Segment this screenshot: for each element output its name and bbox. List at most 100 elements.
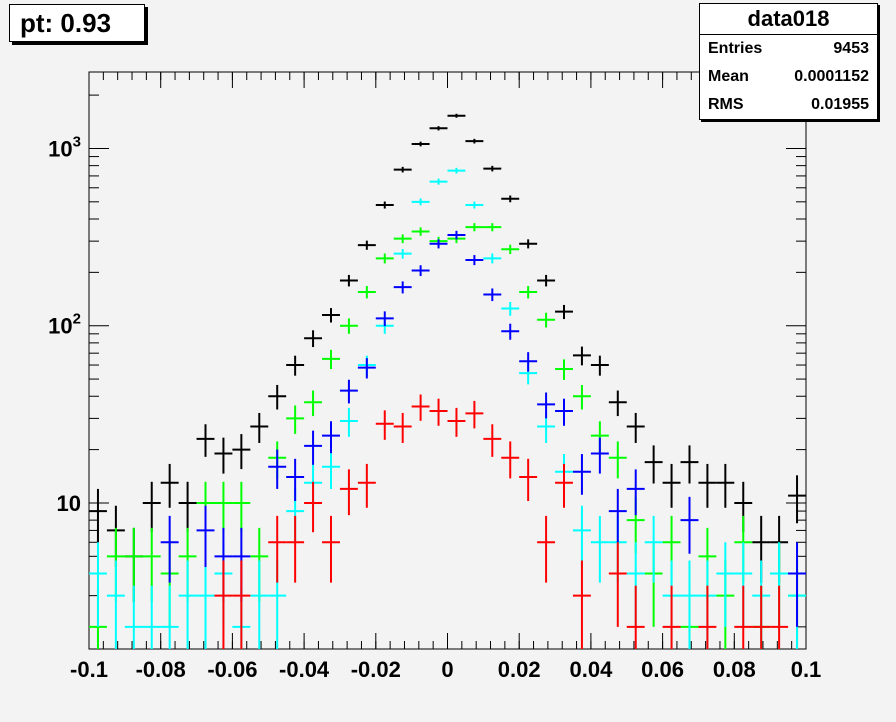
data-point [752, 585, 771, 649]
data-point [590, 437, 609, 474]
data-point [447, 113, 466, 118]
data-point [304, 481, 323, 533]
data-point [626, 412, 645, 443]
plot-title: pt: 0.93 [20, 7, 112, 38]
data-point [286, 355, 305, 376]
data-point [429, 178, 448, 185]
data-point [572, 505, 591, 567]
data-point [178, 481, 197, 533]
data-point [304, 390, 323, 417]
data-point [339, 318, 358, 334]
data-point [626, 469, 645, 516]
data-point [572, 454, 591, 495]
data-point [483, 288, 502, 302]
data-point [788, 542, 806, 627]
stats-histogram-name: data018 [700, 4, 877, 35]
data-point [483, 253, 502, 264]
data-point [339, 407, 358, 437]
data-point [357, 240, 376, 250]
data-point [304, 330, 323, 348]
data-point [286, 458, 305, 501]
data-point [537, 515, 556, 583]
data-point [286, 405, 305, 434]
data-point [89, 488, 107, 543]
data-point [716, 542, 735, 627]
data-point [124, 585, 143, 649]
stats-mean-label: Mean [708, 68, 749, 85]
data-point [465, 138, 484, 144]
data-point [519, 286, 538, 299]
data-point [608, 390, 627, 417]
data-point [375, 311, 394, 327]
data-point [644, 445, 663, 484]
stats-row-entries: Entries 9453 [700, 35, 877, 63]
data-point [232, 560, 251, 649]
data-point [339, 469, 358, 516]
data-point [519, 239, 538, 249]
data-point [644, 515, 663, 583]
data-point [483, 223, 502, 232]
x-tick-label: 0 [441, 657, 453, 682]
data-point [447, 167, 466, 174]
data-point [501, 301, 520, 316]
data-point [322, 349, 340, 370]
data-point [142, 481, 161, 533]
x-tick-label: -0.02 [351, 657, 401, 682]
data-point [411, 265, 430, 277]
data-point [429, 239, 448, 249]
data-point [537, 392, 556, 419]
data-point [196, 424, 215, 457]
data-point [322, 421, 340, 454]
data-point [501, 195, 520, 203]
data-point [555, 304, 573, 320]
data-point [286, 515, 305, 583]
data-point [608, 542, 627, 627]
data-point [393, 412, 412, 443]
data-point [375, 201, 394, 209]
data-point [411, 394, 430, 421]
data-point [268, 449, 287, 489]
data-point [680, 496, 699, 554]
data-point [698, 463, 717, 508]
data-point [572, 560, 591, 649]
data-point [357, 463, 376, 508]
data-point [501, 323, 520, 340]
data-point [662, 463, 681, 508]
data-point [339, 274, 358, 287]
data-point [572, 346, 591, 366]
data-point [393, 248, 412, 259]
data-point [555, 398, 573, 426]
y-tick-label: 102 [48, 311, 81, 339]
x-tick-label: 0.08 [713, 657, 756, 682]
stats-row-mean: Mean 0.0001152 [700, 63, 877, 91]
data-point [178, 560, 197, 649]
data-point [519, 352, 538, 372]
data-point [214, 560, 233, 649]
data-point [590, 515, 609, 583]
data-point [304, 430, 323, 465]
data-point [680, 445, 699, 484]
data-point [322, 449, 340, 489]
stats-entries-value: 9453 [833, 40, 869, 57]
data-point [196, 560, 215, 649]
data-point [196, 505, 215, 567]
data-point [429, 126, 448, 131]
data-point [483, 165, 502, 172]
data-point [250, 412, 269, 443]
x-tick-label: -0.04 [279, 657, 330, 682]
data-point [393, 166, 412, 173]
data-point [537, 312, 556, 328]
data-point [555, 463, 573, 508]
data-point [322, 308, 340, 323]
data-point [89, 542, 107, 627]
y-tick-label: 103 [48, 133, 81, 161]
data-point [465, 223, 484, 232]
data-point [322, 515, 340, 583]
data-point [626, 585, 645, 649]
data-point [357, 286, 376, 299]
data-point [501, 441, 520, 479]
plot-frame [88, 71, 807, 650]
data-point [734, 585, 753, 649]
data-point [770, 585, 789, 649]
data-point [429, 398, 448, 426]
